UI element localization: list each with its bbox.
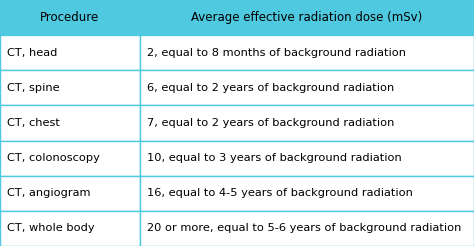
- Bar: [140, 140, 474, 176]
- Text: 6, equal to 2 years of background radiation: 6, equal to 2 years of background radiat…: [147, 83, 394, 93]
- Text: CT, colonoscopy: CT, colonoscopy: [7, 153, 100, 163]
- Text: Procedure: Procedure: [40, 11, 100, 24]
- Text: Average effective radiation dose (mSv): Average effective radiation dose (mSv): [191, 11, 422, 24]
- Text: CT, spine: CT, spine: [7, 83, 60, 93]
- Bar: [140, 70, 474, 106]
- Bar: [140, 176, 474, 211]
- Text: 20 or more, equal to 5-6 years of background radiation: 20 or more, equal to 5-6 years of backgr…: [147, 223, 461, 233]
- Bar: [140, 211, 474, 246]
- Bar: [0, 176, 140, 211]
- Text: CT, whole body: CT, whole body: [7, 223, 95, 233]
- Bar: [0, 211, 140, 246]
- Bar: [0, 106, 140, 140]
- Bar: [0, 35, 140, 70]
- Bar: [140, 0, 474, 35]
- Text: 7, equal to 2 years of background radiation: 7, equal to 2 years of background radiat…: [147, 118, 394, 128]
- Text: CT, head: CT, head: [7, 48, 57, 58]
- Text: 10, equal to 3 years of background radiation: 10, equal to 3 years of background radia…: [147, 153, 401, 163]
- Text: CT, chest: CT, chest: [7, 118, 60, 128]
- Bar: [140, 35, 474, 70]
- Bar: [0, 0, 140, 35]
- Bar: [140, 106, 474, 140]
- Text: 16, equal to 4-5 years of background radiation: 16, equal to 4-5 years of background rad…: [147, 188, 413, 198]
- Text: 2, equal to 8 months of background radiation: 2, equal to 8 months of background radia…: [147, 48, 406, 58]
- Bar: [0, 140, 140, 176]
- Bar: [0, 70, 140, 106]
- Text: CT, angiogram: CT, angiogram: [7, 188, 91, 198]
